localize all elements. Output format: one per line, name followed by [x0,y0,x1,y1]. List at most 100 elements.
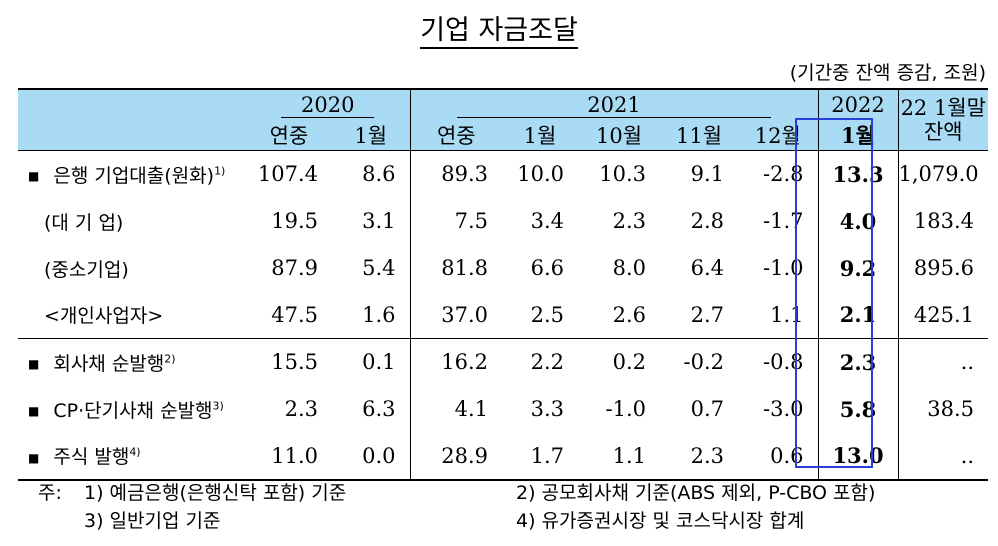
footnotes: 주: 1) 예금은행(은행신탁 포함) 기준 2) 공모회사채 기준(ABS 제… [38,478,978,534]
table-cell: 13.3 [817,150,899,198]
table-cell: 3.1 [362,209,396,233]
table-cell: 2.1 [817,291,899,339]
table-cell: 107.4 [246,150,332,198]
table-cell: 81.8 [409,244,503,292]
table-cell: 0.7 [690,397,725,421]
header-sub: 연중 [409,120,503,151]
table-cell: 38.5 [897,385,989,433]
table-cell: 2.3 [660,432,739,481]
table-cell: 1.1 [770,302,804,327]
table-cell: 19.5 [271,209,318,233]
table-cell: 2.3 [612,209,647,233]
row-label-text: 주식 발행 [53,446,130,468]
header-2022: 2022 [817,89,899,120]
row-label-text: CP·단기사채 순발행 [53,399,213,422]
header-2021: 2021 [409,89,819,120]
table-row: <개인사업자> 47.5 1.6 37.0 2.5 2.6 2.7 1.1 2.1 425.1 [18,291,989,339]
table-cell: 2.7 [690,302,725,327]
table-cell: -0.2 [660,338,739,386]
bullet-icon: ■ [28,404,40,418]
header-sub: 10월 [578,120,661,151]
table-cell: -1.7 [763,209,804,233]
table-cell: 15.5 [246,338,332,386]
table-cell: 2.3 [284,397,318,421]
header-blank [18,89,246,120]
page-title: 기업 자금조달 [0,8,998,49]
table-cell: 10.0 [502,150,579,198]
table-cell: .. [897,338,989,386]
footnote-ref: 2) [164,352,176,366]
table-cell: 6.3 [362,397,396,421]
row-label-text: 회사채 순발행 [53,352,165,375]
table-cell: 2.6 [612,302,647,327]
table-cell: 9.1 [660,150,739,198]
header-2020: 2020 [246,89,411,120]
row-label: (중소기업) [18,245,246,292]
table-cell: -3.0 [763,397,804,421]
unit-label: (기간중 잔액 증감, 조원) [789,62,986,84]
row-label-text: <개인사업자> [44,305,164,328]
table-cell: 5.8 [817,385,899,433]
table-cell: 6.4 [690,256,725,280]
header-sub: 11월 [660,120,739,151]
row-label: (대 기 업) [18,198,246,245]
table-row: ■ 은행 기업대출(원화)1) 107.4 8.6 89.3 10.0 10.3 9.1 -2.… [18,150,989,198]
table-cell: 6.6 [530,256,565,280]
row-label: ■ CP·단기사채 순발행3) [18,386,246,433]
table-cell: 11.0 [246,432,332,481]
table-cell: 16.2 [409,338,503,386]
footnote-ref: 1) [214,164,226,178]
table-cell: 425.1 [897,291,989,339]
table-row: (중소기업) 87.9 5.4 81.8 6.6 8.0 6.4 -1.0 9.2 895.6 [18,244,989,292]
table-row: ■ 주식 발행4) 11.0 0.0 28.9 1.7 1.1 2.3 0.6 13.0.. [18,432,989,481]
table-cell: -1.0 [605,397,647,421]
footnote-ref: 3) [212,399,224,413]
table-row: ■ CP·단기사채 순발행3) 2.3 6.3 4.1 3.3 -1.0 0.7 -3.0 5.8… [18,385,989,433]
table-cell: 2.5 [530,302,565,327]
table-cell: 2.8 [690,209,725,233]
row-label-text: (대 기 업) [44,211,124,234]
table-cell: 1.6 [362,302,396,327]
table-cell: 8.0 [612,256,647,280]
note-3: 3) 일반기업 기준 [84,510,221,532]
bullet-icon: ■ [28,450,40,465]
table-cell: .. [897,432,989,481]
row-label: ■ 회사채 순발행2) [18,338,246,386]
table-cell: 9.2 [817,244,899,292]
table-cell: 2.2 [502,338,579,386]
header-blank-2 [18,120,246,151]
note-2: 2) 공모회사채 기준(ABS 제외, P-CBO 포함) [516,482,876,504]
table-cell: 7.5 [409,197,503,245]
table-row: ■ 회사채 순발행2) 15.5 0.1 16.2 2.2 0.2 -0.2 -0.8 2.3.. [18,338,989,386]
table-cell: 0.2 [578,338,661,386]
table-cell: -0.8 [738,338,819,386]
table-cell: 2.3 [817,338,899,386]
table-cell: 1,079.0 [897,150,989,198]
row-label: ■ 은행 기업대출(원화)1) [18,150,246,198]
header-balance-line2: 잔액 [923,120,963,144]
table-cell: 47.5 [271,302,318,327]
table-cell: 4.1 [409,385,503,433]
bullet-icon: ■ [28,357,40,372]
table-cell: 895.6 [897,244,989,292]
footnote-ref: 4) [129,445,141,459]
table-cell: 0.0 [332,432,411,481]
note-prefix: 주: [38,482,62,504]
funding-table: 2020 2021 2022 22 1월말 잔액 연중 1월 연중 1월 10월… [18,88,989,481]
table-cell: 1.7 [502,432,579,481]
header-sub: 연중 [246,120,332,151]
table-row: (대 기 업) 19.5 3.1 7.5 3.4 2.3 2.8 -1.7 4.0 183.4 [18,197,989,245]
table-cell: -1.0 [763,256,804,280]
note-1: 1) 예금은행(은행신탁 포함) 기준 [84,482,347,504]
note-4: 4) 유가증권시장 및 코스닥시장 합계 [516,510,805,532]
table-cell: 8.6 [332,150,411,198]
table-cell: 5.4 [362,256,396,280]
table-cell: 1.1 [578,432,661,481]
table-cell: 37.0 [409,291,503,339]
table-cell: 3.4 [530,209,565,233]
header-sub: 1월 [817,120,899,151]
table-cell: 4.0 [817,197,899,245]
header-sub: 1월 [502,120,579,151]
table-cell: 28.9 [409,432,503,481]
table-cell: 87.9 [271,256,318,280]
